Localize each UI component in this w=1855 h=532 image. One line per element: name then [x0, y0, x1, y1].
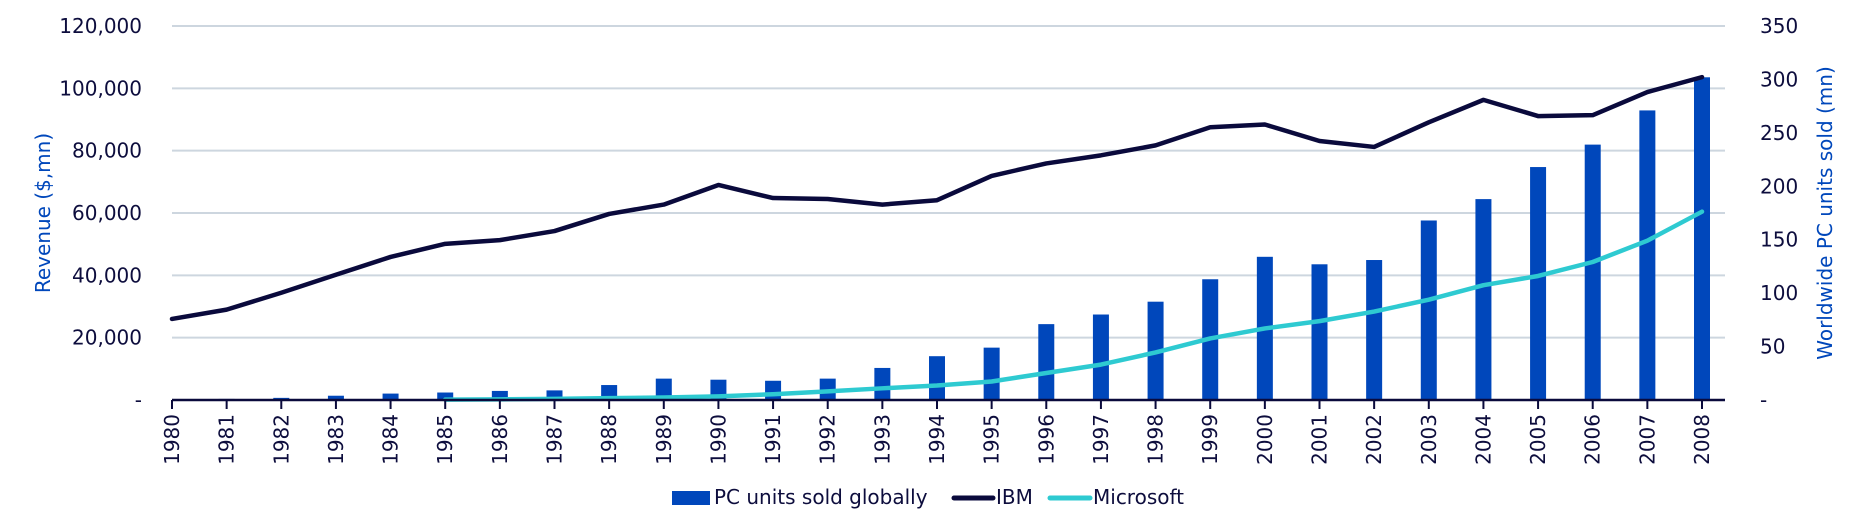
y-left-tick-label: 20,000 [72, 326, 142, 350]
y-right-tick-label: 100 [1760, 281, 1798, 305]
y-right-tick-label: 150 [1760, 228, 1798, 252]
bar-1985 [437, 392, 454, 400]
x-tick-label: 1999 [1198, 414, 1222, 465]
x-tick-label: 2003 [1417, 414, 1441, 465]
legend-label-pc-units: PC units sold globally [714, 485, 928, 509]
bar-2002 [1366, 260, 1383, 400]
x-tick-label: 2000 [1253, 414, 1277, 465]
legend-label-microsoft: Microsoft [1093, 485, 1184, 509]
bar-2001 [1311, 264, 1328, 400]
x-tick-label: 1984 [379, 414, 403, 465]
x-tick-label: 2002 [1362, 414, 1386, 465]
bar-2003 [1420, 220, 1437, 400]
bar-1987 [546, 390, 563, 400]
x-tick-label: 1995 [980, 414, 1004, 465]
y-right-tick-label: 300 [1760, 67, 1798, 91]
y-right-tick-label: 200 [1760, 174, 1798, 198]
x-tick-label: 2005 [1526, 414, 1550, 465]
y-axis-right: - 50 100 150 200 250 300 350 [1760, 14, 1798, 412]
legend-label-ibm: IBM [996, 485, 1033, 509]
bar-2008 [1694, 77, 1710, 400]
line-microsoft [442, 209, 1705, 402]
bar-1995 [983, 347, 1000, 400]
x-tick-label: 1986 [488, 414, 512, 465]
x-tick-label: 1992 [816, 414, 840, 465]
y-left-tick-label: - [135, 388, 142, 412]
y-left-tick-label: 120,000 [59, 14, 142, 38]
y-left-tick-label: 40,000 [72, 263, 142, 287]
y-left-tick-label: 100,000 [59, 76, 142, 100]
bar-1983 [327, 395, 344, 400]
bar-2004 [1475, 199, 1492, 400]
bar-1989 [655, 378, 672, 400]
bar-1984 [382, 393, 399, 400]
x-tick-label: 2007 [1635, 414, 1659, 465]
bar-1993 [874, 367, 891, 400]
x-tick-label: 2001 [1308, 414, 1332, 465]
bar-1996 [1038, 324, 1055, 400]
x-tick-label: 1990 [706, 414, 730, 465]
x-tick-label: 1989 [652, 414, 676, 465]
x-tick-label: 1997 [1089, 414, 1113, 465]
x-tick-label: 1988 [597, 414, 621, 465]
bar-1986 [491, 390, 508, 400]
y-axis-right-title: Worldwide PC units sold (mn) [1813, 66, 1837, 360]
y-right-tick-label: 350 [1760, 14, 1798, 38]
x-tick-label: 1980 [160, 414, 184, 465]
x-tick-label: 2008 [1690, 414, 1714, 465]
bar-2005 [1530, 167, 1547, 400]
bar-1994 [929, 356, 945, 400]
x-tick-label: 1998 [1144, 414, 1168, 465]
x-tick-label: 1987 [543, 414, 567, 465]
bar-2007 [1639, 110, 1656, 400]
line-series-layer [169, 74, 1705, 402]
x-tick-label: 1991 [761, 414, 785, 465]
x-tick-label: 2006 [1581, 414, 1605, 465]
x-tick-label: 1996 [1034, 414, 1058, 465]
legend: PC units sold globally IBM Microsoft [672, 485, 1184, 509]
y-right-tick-label: 250 [1760, 121, 1798, 145]
bar-series-pc-units [218, 77, 1710, 400]
x-tick-label: 2004 [1471, 414, 1495, 465]
y-right-tick-label: - [1760, 388, 1767, 412]
y-axis-left-title: Revenue ($,mn) [31, 133, 55, 293]
x-tick-label: 1985 [433, 414, 457, 465]
x-axis: 1980 1981 1982 1983 1984 1985 1986 1987 1988 1989… [160, 398, 1725, 465]
y-axis-left: - 20,000 40,000 60,000 80,000 100,000 120,000 [59, 14, 142, 412]
bar-2006 [1584, 144, 1601, 400]
y-left-tick-label: 80,000 [72, 139, 142, 163]
x-tick-label: 1994 [925, 414, 949, 465]
x-tick-label: 1983 [324, 414, 348, 465]
y-left-tick-label: 60,000 [72, 201, 142, 225]
bar-1991 [765, 380, 782, 400]
line-ibm [169, 74, 1705, 322]
x-tick-label: 1982 [269, 414, 293, 465]
bar-1997 [1092, 314, 1109, 400]
gridlines [172, 25, 1725, 339]
x-tick-label: 1993 [870, 414, 894, 465]
x-tick-label: 1981 [215, 414, 239, 465]
y-right-tick-label: 50 [1760, 335, 1785, 359]
legend-swatch-pc-units [672, 491, 710, 505]
